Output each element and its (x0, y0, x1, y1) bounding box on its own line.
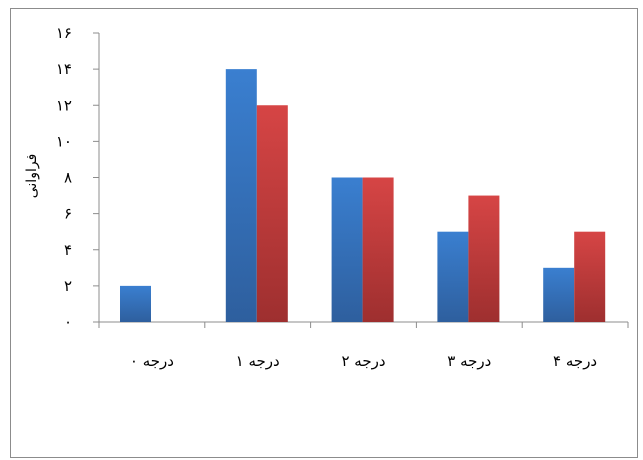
bar-series2-3 (468, 195, 500, 322)
y-tick-label: ۱۲ (56, 96, 72, 114)
y-tick-label: ۱۶ (56, 24, 72, 42)
x-category-label: درجه ۰ (130, 352, 174, 370)
labels-group: ۰ ۲ ۴ ۶ ۸ ۱۰ ۱۲ ۱۴ ۱۶ درجه ۰ درجه ۱ درجه ۲ درجه ۳ درج… (56, 24, 597, 370)
y-tick-label: ۲ (64, 277, 72, 295)
x-category-label: درجه ۱ (236, 352, 280, 370)
y-tick-label: ۸ (64, 169, 72, 187)
y-tick-label: ۶ (64, 205, 72, 223)
bar-series2-4 (574, 231, 606, 322)
bar-series2-1 (256, 105, 288, 322)
x-category-label: درجه ۳ (447, 352, 491, 370)
bars-group (120, 69, 606, 322)
y-tick-label: ۱۴ (56, 60, 72, 78)
bar-series1-1 (225, 69, 257, 322)
y-tick-label: ۰ (64, 313, 72, 331)
bar-series1-0 (120, 285, 151, 322)
x-category-label: درجه ۲ (341, 352, 385, 370)
bar-series1-2 (331, 177, 363, 322)
chart-frame (10, 8, 638, 458)
x-category-label: درجه ۴ (553, 352, 597, 370)
y-tick-label: ۴ (64, 241, 72, 259)
y-axis-title: فراوانی (24, 154, 40, 199)
bar-series1-4 (543, 267, 575, 322)
y-tick-label: ۱۰ (56, 132, 72, 150)
bar-series1-3 (437, 231, 469, 322)
bar-series2-2 (362, 177, 394, 322)
